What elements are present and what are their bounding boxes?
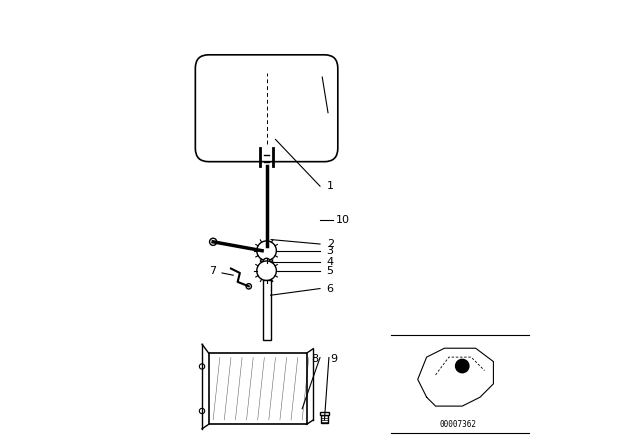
Bar xyxy=(209,353,307,424)
Bar xyxy=(262,280,271,340)
Text: 6: 6 xyxy=(326,284,333,293)
Text: 10: 10 xyxy=(335,215,349,224)
Circle shape xyxy=(456,359,469,373)
Circle shape xyxy=(199,364,205,369)
Text: 4: 4 xyxy=(326,257,334,267)
Circle shape xyxy=(199,408,205,414)
Text: 8: 8 xyxy=(312,354,319,364)
Text: 2: 2 xyxy=(326,239,334,249)
Text: 3: 3 xyxy=(326,246,333,256)
Text: 5: 5 xyxy=(326,266,333,276)
FancyBboxPatch shape xyxy=(195,55,338,162)
Bar xyxy=(321,415,328,423)
Circle shape xyxy=(257,241,276,260)
Circle shape xyxy=(263,258,270,265)
Bar xyxy=(320,412,329,415)
Text: 7: 7 xyxy=(209,266,216,276)
Circle shape xyxy=(257,261,276,280)
Circle shape xyxy=(246,284,252,289)
Circle shape xyxy=(209,238,217,246)
Text: 1: 1 xyxy=(326,181,333,191)
Text: 9: 9 xyxy=(330,354,337,364)
Text: 00007362: 00007362 xyxy=(439,420,476,429)
